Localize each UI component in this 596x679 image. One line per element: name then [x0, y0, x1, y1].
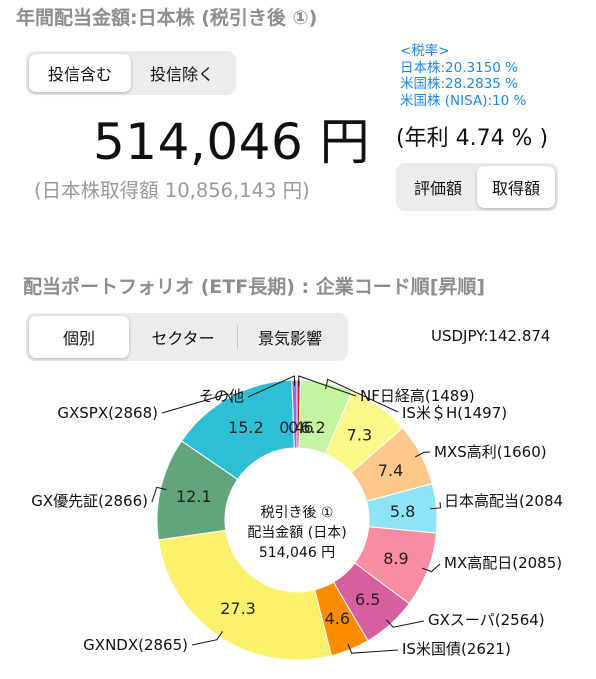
tab-divider	[237, 325, 238, 349]
tax-heading: <税率>	[400, 43, 450, 59]
slice-value-label: 27.3	[220, 599, 256, 618]
exclude-funds-button[interactable]: 投信除く	[149, 65, 214, 84]
annual-yield: (年利 4.74 % )	[396, 126, 549, 151]
leader-line	[347, 643, 399, 654]
leader-line	[386, 619, 425, 628]
donut-slice[interactable]	[157, 529, 333, 661]
slice-name-label: GXスーパ(2564)	[428, 611, 545, 629]
tax-jp: 日本株:20.3150 %	[400, 59, 518, 76]
leader-line	[151, 486, 167, 503]
include-funds-button[interactable]: 投信含む	[29, 54, 131, 92]
slice-name-label: GXSPX(2868)	[57, 404, 158, 422]
slice-name-label: GXNDX(2865)	[83, 636, 188, 654]
leader-line	[415, 451, 431, 458]
leader-line	[191, 631, 223, 646]
dividend-donut-chart: 0.46.2 7.37.45.88.96.54.627.312.115.2 0.6 …	[31, 375, 563, 661]
slice-name-label: MXS高利(1660)	[434, 443, 547, 461]
tab-economic-impact[interactable]: 景気影響	[257, 329, 322, 348]
slice-name-label: 日本高配当(2084	[444, 492, 563, 510]
slice-value-label: 6.5	[355, 590, 380, 609]
portfolio-tabs: 個別 セクター 景気影響	[26, 313, 348, 361]
leader-line	[161, 393, 233, 414]
slice-name-label: MX高配日(2085)	[444, 554, 562, 572]
chart-center-line2: 配当金額 (日本)	[247, 525, 346, 541]
basis-toggle: 評価額 取得額	[396, 163, 558, 211]
slice-name-label: その他	[199, 387, 244, 405]
tab-sector[interactable]: セクター	[151, 329, 215, 348]
slice-value-label: 7.3	[347, 425, 372, 444]
chart-center-line3: 514,046 円	[259, 545, 335, 561]
tax-rates-note: <税率> 日本株:20.3150 % 米国株:28.2835 % 米国株 (NI…	[400, 43, 526, 109]
dividend-amount: 514,046 円	[93, 113, 371, 171]
acquisition-amount: (日本株取得額 10,856,143 円)	[34, 179, 310, 202]
donut-slice[interactable]	[291, 379, 298, 449]
slice-value-label: 6.2	[300, 418, 325, 437]
cost-button[interactable]: 取得額	[477, 166, 555, 208]
tab-individual[interactable]: 個別	[29, 316, 129, 358]
slice-value-label: 8.9	[383, 549, 408, 568]
portfolio-title: 配当ポートフォリオ (ETF長期) : 企業コード順[昇順]	[23, 276, 486, 298]
slice-name-label: IS米＄H(1497)	[402, 404, 507, 422]
slice-value-label: 15.2	[228, 418, 264, 437]
leader-line	[430, 501, 442, 510]
tax-us: 米国株:28.2835 %	[400, 76, 518, 92]
chart-center-line1: 税引き後 ①	[260, 505, 333, 521]
slice-value-label: 4.6	[325, 609, 350, 628]
slice-value-label: 5.8	[390, 502, 415, 521]
valuation-button[interactable]: 評価額	[413, 179, 462, 198]
usdjpy-rate: USDJPY:142.874	[431, 327, 551, 345]
leader-line	[325, 378, 399, 413]
slice-value-label: 0.4	[279, 418, 304, 437]
fund-toggle: 投信含む 投信除く	[26, 51, 236, 95]
slice-name-label: GX優先証(2866)	[31, 492, 148, 510]
slice-value-label: 12.1	[176, 487, 212, 506]
slice-value-label: 0.6	[288, 418, 313, 437]
leader-line	[298, 375, 357, 397]
page-title: 年間配当金額:日本株 (税引き後 ①)	[16, 7, 318, 29]
leader-line	[421, 563, 441, 573]
slice-name-label: IS米国債(2621)	[402, 640, 511, 658]
tax-us-nisa: 米国株 (NISA):10 %	[400, 92, 527, 109]
leader-line	[247, 375, 296, 398]
slice-name-label: NF日経高(1489)	[360, 387, 475, 405]
slice-value-label: 7.4	[378, 461, 403, 480]
